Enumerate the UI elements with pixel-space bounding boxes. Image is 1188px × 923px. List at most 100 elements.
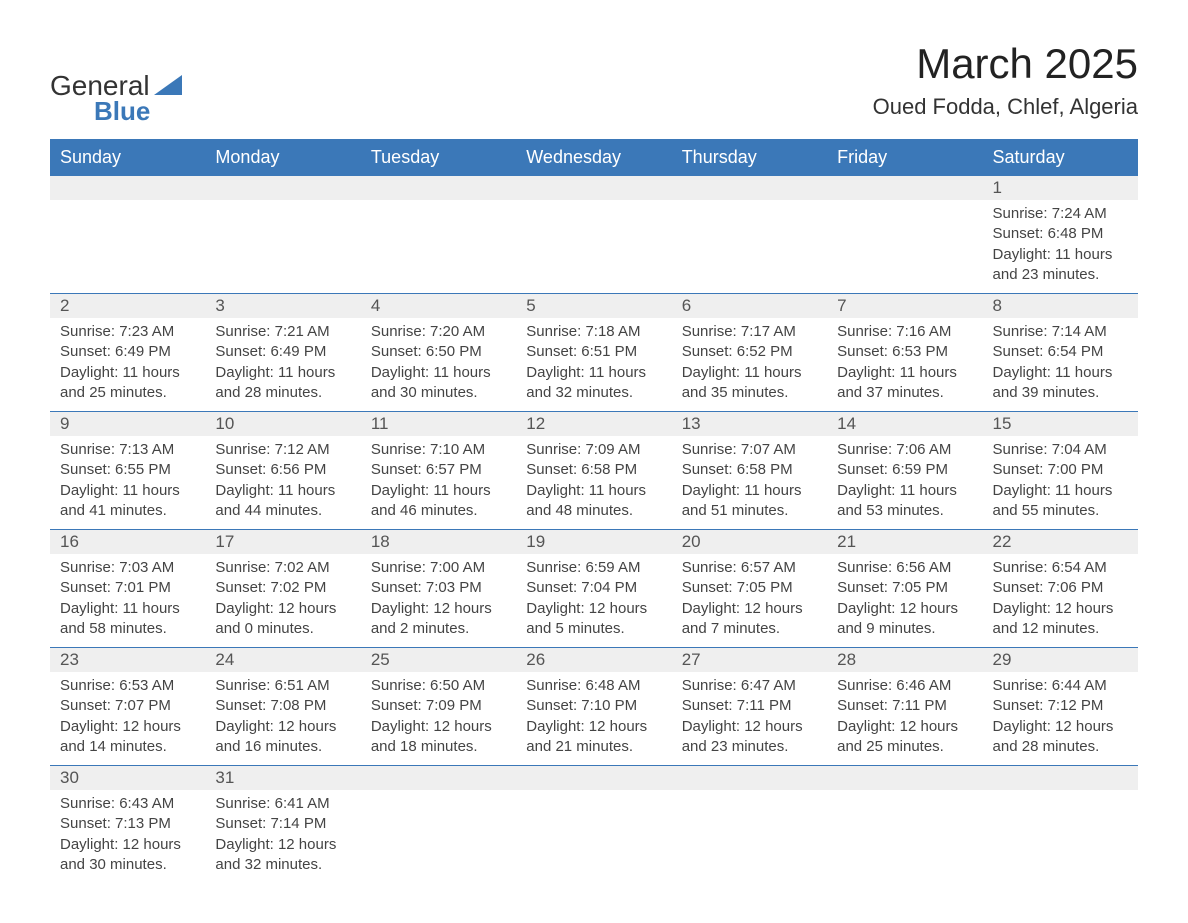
day-cell: 16Sunrise: 7:03 AMSunset: 7:01 PMDayligh…: [50, 530, 205, 647]
day-cell: 9Sunrise: 7:13 AMSunset: 6:55 PMDaylight…: [50, 412, 205, 529]
day-line: Daylight: 12 hours and 23 minutes.: [682, 717, 817, 758]
day-cell: [827, 766, 982, 883]
location-subtitle: Oued Fodda, Chlef, Algeria: [873, 94, 1138, 120]
day-cell: 29Sunrise: 6:44 AMSunset: 7:12 PMDayligh…: [983, 648, 1138, 765]
day-content: Sunrise: 6:57 AMSunset: 7:05 PMDaylight:…: [672, 554, 827, 647]
day-cell: [672, 176, 827, 293]
day-cell: 18Sunrise: 7:00 AMSunset: 7:03 PMDayligh…: [361, 530, 516, 647]
day-line: Sunrise: 7:07 AM: [682, 440, 817, 460]
day-cell: 22Sunrise: 6:54 AMSunset: 7:06 PMDayligh…: [983, 530, 1138, 647]
day-line: Sunset: 7:14 PM: [215, 814, 350, 834]
day-cell: 20Sunrise: 6:57 AMSunset: 7:05 PMDayligh…: [672, 530, 827, 647]
day-number: 11: [361, 412, 516, 436]
day-line: Sunrise: 7:12 AM: [215, 440, 350, 460]
brand-sail-icon: [154, 75, 182, 95]
day-line: Sunset: 7:01 PM: [60, 578, 195, 598]
day-cell: 30Sunrise: 6:43 AMSunset: 7:13 PMDayligh…: [50, 766, 205, 883]
day-content: Sunrise: 6:51 AMSunset: 7:08 PMDaylight:…: [205, 672, 360, 765]
day-content: [672, 200, 827, 270]
day-cell: [50, 176, 205, 293]
day-line: Sunset: 6:51 PM: [526, 342, 661, 362]
day-line: Sunrise: 6:44 AM: [993, 676, 1128, 696]
day-content: [361, 790, 516, 860]
day-line: Sunset: 7:06 PM: [993, 578, 1128, 598]
day-number: [361, 176, 516, 200]
day-line: Daylight: 11 hours and 28 minutes.: [215, 363, 350, 404]
day-line: Sunset: 6:49 PM: [60, 342, 195, 362]
day-content: Sunrise: 6:47 AMSunset: 7:11 PMDaylight:…: [672, 672, 827, 765]
day-line: Sunrise: 6:54 AM: [993, 558, 1128, 578]
day-number: 19: [516, 530, 671, 554]
day-line: Sunrise: 6:43 AM: [60, 794, 195, 814]
day-number: 3: [205, 294, 360, 318]
week-row: 16Sunrise: 7:03 AMSunset: 7:01 PMDayligh…: [50, 529, 1138, 647]
day-line: Daylight: 11 hours and 51 minutes.: [682, 481, 817, 522]
day-cell: 2Sunrise: 7:23 AMSunset: 6:49 PMDaylight…: [50, 294, 205, 411]
day-line: Sunrise: 6:57 AM: [682, 558, 817, 578]
day-number: 5: [516, 294, 671, 318]
day-number: 1: [983, 176, 1138, 200]
day-line: Sunset: 6:55 PM: [60, 460, 195, 480]
day-line: Sunset: 7:13 PM: [60, 814, 195, 834]
day-content: Sunrise: 7:20 AMSunset: 6:50 PMDaylight:…: [361, 318, 516, 411]
day-header-thursday: Thursday: [672, 139, 827, 176]
day-line: Sunrise: 7:13 AM: [60, 440, 195, 460]
day-line: Daylight: 12 hours and 14 minutes.: [60, 717, 195, 758]
day-number: 25: [361, 648, 516, 672]
day-line: Sunrise: 7:06 AM: [837, 440, 972, 460]
day-cell: 26Sunrise: 6:48 AMSunset: 7:10 PMDayligh…: [516, 648, 671, 765]
week-row: 30Sunrise: 6:43 AMSunset: 7:13 PMDayligh…: [50, 765, 1138, 883]
day-content: Sunrise: 7:06 AMSunset: 6:59 PMDaylight:…: [827, 436, 982, 529]
brand-logo: General Blue: [50, 70, 182, 127]
day-line: Sunrise: 7:03 AM: [60, 558, 195, 578]
day-line: Sunrise: 7:10 AM: [371, 440, 506, 460]
day-line: Sunset: 6:57 PM: [371, 460, 506, 480]
day-line: Sunset: 6:56 PM: [215, 460, 350, 480]
day-content: Sunrise: 6:46 AMSunset: 7:11 PMDaylight:…: [827, 672, 982, 765]
day-line: Sunrise: 7:21 AM: [215, 322, 350, 342]
day-line: Daylight: 12 hours and 5 minutes.: [526, 599, 661, 640]
day-line: Sunset: 7:05 PM: [682, 578, 817, 598]
day-line: Sunset: 7:00 PM: [993, 460, 1128, 480]
day-content: [361, 200, 516, 270]
day-content: [827, 790, 982, 860]
day-cell: [516, 766, 671, 883]
day-cell: 11Sunrise: 7:10 AMSunset: 6:57 PMDayligh…: [361, 412, 516, 529]
day-line: Daylight: 12 hours and 9 minutes.: [837, 599, 972, 640]
day-line: Daylight: 12 hours and 2 minutes.: [371, 599, 506, 640]
day-cell: 31Sunrise: 6:41 AMSunset: 7:14 PMDayligh…: [205, 766, 360, 883]
day-line: Daylight: 11 hours and 41 minutes.: [60, 481, 195, 522]
day-number: 7: [827, 294, 982, 318]
day-cell: 15Sunrise: 7:04 AMSunset: 7:00 PMDayligh…: [983, 412, 1138, 529]
day-line: Daylight: 11 hours and 53 minutes.: [837, 481, 972, 522]
day-content: Sunrise: 7:12 AMSunset: 6:56 PMDaylight:…: [205, 436, 360, 529]
day-line: Sunrise: 7:14 AM: [993, 322, 1128, 342]
day-content: Sunrise: 7:02 AMSunset: 7:02 PMDaylight:…: [205, 554, 360, 647]
week-row: 9Sunrise: 7:13 AMSunset: 6:55 PMDaylight…: [50, 411, 1138, 529]
day-number: [361, 766, 516, 790]
day-line: Daylight: 11 hours and 37 minutes.: [837, 363, 972, 404]
day-content: Sunrise: 6:43 AMSunset: 7:13 PMDaylight:…: [50, 790, 205, 883]
day-line: Sunrise: 7:09 AM: [526, 440, 661, 460]
day-cell: 7Sunrise: 7:16 AMSunset: 6:53 PMDaylight…: [827, 294, 982, 411]
day-line: Sunrise: 7:24 AM: [993, 204, 1128, 224]
day-content: Sunrise: 7:17 AMSunset: 6:52 PMDaylight:…: [672, 318, 827, 411]
day-number: [827, 176, 982, 200]
day-cell: 8Sunrise: 7:14 AMSunset: 6:54 PMDaylight…: [983, 294, 1138, 411]
day-content: [50, 200, 205, 270]
day-content: Sunrise: 6:50 AMSunset: 7:09 PMDaylight:…: [361, 672, 516, 765]
day-line: Sunset: 6:54 PM: [993, 342, 1128, 362]
day-number: 2: [50, 294, 205, 318]
day-cell: [827, 176, 982, 293]
day-number: 23: [50, 648, 205, 672]
header: General Blue March 2025 Oued Fodda, Chle…: [50, 40, 1138, 127]
day-line: Daylight: 12 hours and 7 minutes.: [682, 599, 817, 640]
day-line: Sunset: 7:02 PM: [215, 578, 350, 598]
day-header-monday: Monday: [205, 139, 360, 176]
day-number: 27: [672, 648, 827, 672]
day-line: Sunset: 6:58 PM: [682, 460, 817, 480]
day-line: Sunset: 6:48 PM: [993, 224, 1128, 244]
day-number: 15: [983, 412, 1138, 436]
day-number: [516, 176, 671, 200]
day-line: Sunset: 6:59 PM: [837, 460, 972, 480]
